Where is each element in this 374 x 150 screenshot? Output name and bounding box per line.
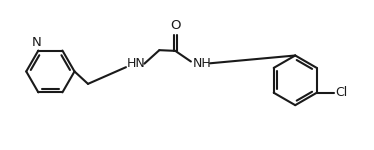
Text: Cl: Cl: [335, 86, 347, 99]
Text: O: O: [170, 19, 181, 32]
Text: N: N: [32, 36, 42, 49]
Text: HN: HN: [127, 57, 145, 70]
Text: NH: NH: [192, 57, 211, 70]
